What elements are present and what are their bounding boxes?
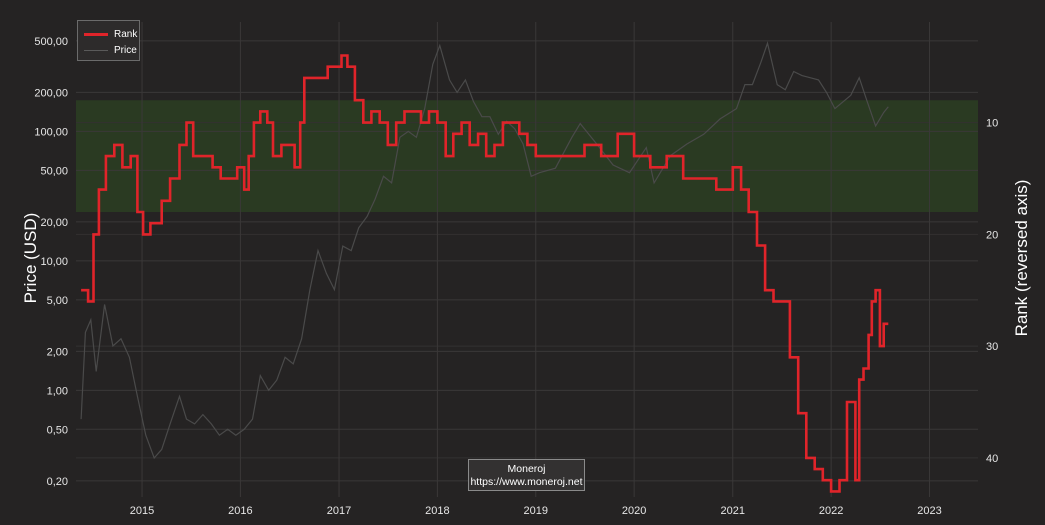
y-tick-label: 2,00 [47, 346, 68, 358]
rank-line [81, 54, 889, 493]
legend-item-rank: Rank [84, 27, 137, 41]
y-tick-label: 10,00 [40, 256, 68, 268]
price-line [80, 41, 889, 460]
y-tick-label: 5,00 [47, 295, 68, 307]
price-series [80, 41, 889, 460]
x-axis: 2015 2016 2017 2018 2019 2020 2021 2022 2023 [130, 505, 942, 517]
y2-tick-label: 30 [986, 341, 998, 353]
legend-item-price: Price [84, 43, 137, 57]
legend-swatch-rank [84, 32, 108, 36]
x-tick-label: 2017 [327, 505, 351, 517]
x-tick-label: 2021 [721, 505, 745, 517]
x-tick-label: 2019 [524, 505, 548, 517]
x-tick-label: 2015 [130, 505, 154, 517]
credit-annotation: Moneroj https://www.moneroj.net [468, 459, 585, 491]
y-axis-right: 10 20 30 40 [986, 118, 998, 465]
y-axis-left: 0,20 0,50 1,00 2,00 5,00 10,00 20,00 50,00 100,0… [34, 36, 68, 488]
x-tick-label: 2023 [917, 505, 941, 517]
y-tick-label: 0,20 [47, 476, 68, 488]
y-tick-label: 100,00 [34, 126, 68, 138]
x-tick-label: 2018 [425, 505, 449, 517]
x-tick-label: 2020 [622, 505, 646, 517]
legend-swatch-price [84, 49, 108, 51]
y2-axis-title: Rank (reversed axis) [1012, 180, 1031, 337]
y-axis-title: Price (USD) [21, 213, 40, 304]
y2-tick-label: 40 [986, 453, 998, 465]
y-tick-label: 1,00 [47, 385, 68, 397]
y-tick-label: 200,00 [34, 87, 68, 99]
legend-label-rank: Rank [114, 28, 138, 40]
grid [76, 22, 978, 497]
highlight-band [76, 100, 978, 212]
legend-label-price: Price [114, 44, 137, 56]
y-tick-label: 20,00 [40, 217, 68, 229]
band-rect [76, 100, 978, 212]
x-tick-label: 2022 [819, 505, 843, 517]
y-tick-label: 50,00 [40, 165, 68, 177]
rank-series [81, 54, 889, 493]
y-tick-label: 0,50 [47, 424, 68, 436]
y2-tick-label: 20 [986, 229, 998, 241]
credit-url: https://www.moneroj.net [470, 476, 583, 488]
legend: Rank Price [77, 20, 140, 61]
x-tick-label: 2016 [228, 505, 252, 517]
y2-tick-label: 10 [986, 118, 998, 130]
credit-title: Moneroj [507, 463, 546, 475]
y-tick-label: 500,00 [34, 36, 68, 48]
